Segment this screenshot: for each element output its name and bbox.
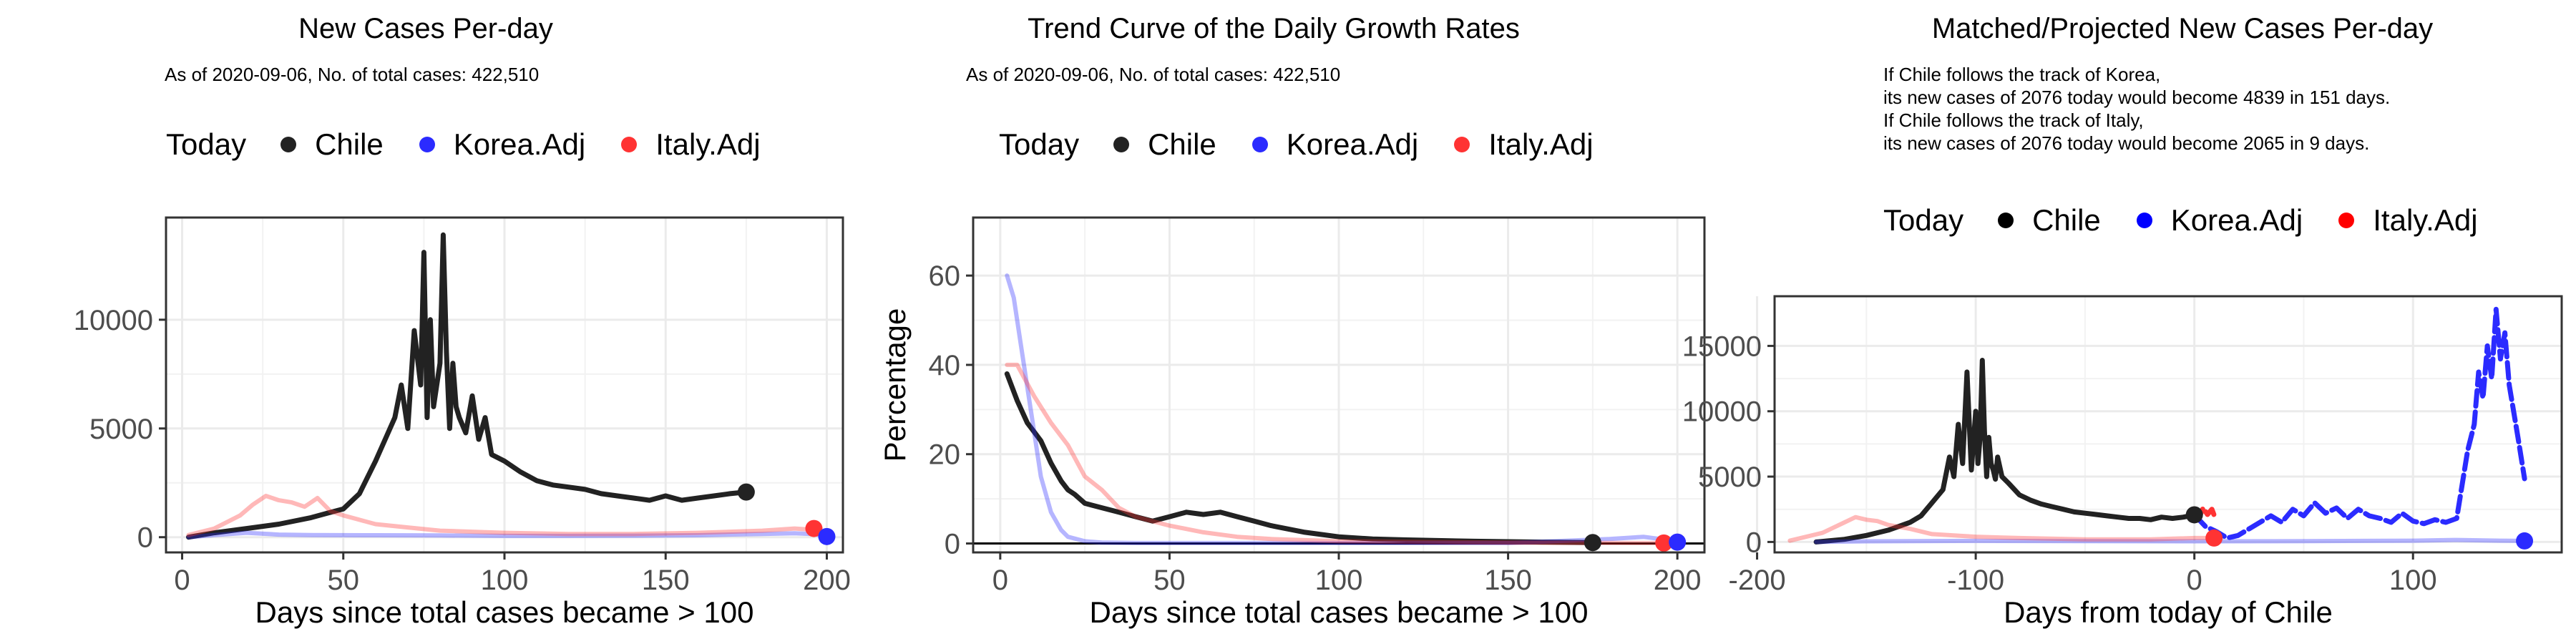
y-axis-label: Percentage: [878, 308, 912, 462]
legend-title: Today: [1883, 203, 1964, 237]
x-tick-label: 150: [1484, 565, 1532, 596]
legend-dot-chile: [1113, 137, 1130, 152]
x-tick-label: 100: [481, 565, 529, 596]
plot-border: [1773, 295, 2563, 554]
legend-label-chile: Chile: [2032, 203, 2101, 237]
legend: Today Chile Korea.Adj Italy.Adj: [1883, 203, 2514, 238]
series-line-italy-adj: [1787, 514, 2217, 543]
panel-title: Trend Curve of the Daily Growth Rates: [1028, 13, 1520, 44]
today-point-italy-adj: [2205, 529, 2223, 547]
today-point-chile: [1584, 534, 1601, 552]
legend-label-italy: Italy.Adj: [1488, 127, 1594, 161]
legend-label-chile: Chile: [315, 127, 384, 161]
panel-subtitle-line-4: its new cases of 2076 today would become…: [1883, 132, 2370, 154]
legend-dot-korea: [419, 137, 435, 152]
legend-dot-chile: [1998, 213, 2014, 228]
panel-projected: Matched/Projected New Cases Per-day If C…: [1717, 0, 2576, 644]
series-line-italy-adj: [186, 494, 813, 537]
x-tick-label: 100: [2389, 565, 2437, 596]
panel-subtitle-line-3: If Chile follows the track of Italy,: [1883, 109, 2144, 131]
legend-dot-korea: [2136, 213, 2152, 228]
y-tick-label: 10000: [74, 305, 153, 336]
y-tick-label: 20: [929, 439, 961, 471]
panel-subtitle-line-1: If Chile follows the track of Korea,: [1883, 64, 2161, 85]
x-axis-label: Days from today of Chile: [2004, 595, 2333, 629]
today-point-korea-adj: [818, 527, 836, 545]
grid-major: [1756, 296, 2562, 552]
legend-dot-italy: [2338, 213, 2355, 228]
legend-dot-italy: [1454, 137, 1470, 152]
legend-title: Today: [166, 127, 247, 161]
x-tick-label: 50: [1153, 565, 1186, 596]
legend-dot-chile: [280, 137, 297, 152]
legend-title: Today: [999, 127, 1080, 161]
y-tick-label: 60: [929, 260, 961, 292]
today-point-chile: [2185, 506, 2203, 524]
grid-major: [166, 218, 843, 552]
today-point-korea-adj: [1669, 533, 1687, 551]
y-tick-label: 5000: [1698, 462, 1762, 493]
x-tick-label: 0: [2187, 565, 2202, 596]
panel-growth-rates: Trend Curve of the Daily Growth Rates As…: [859, 0, 1717, 644]
legend-dot-italy: [621, 137, 638, 152]
chart-panel-1: 0 50 100 150 200 0 5000 10000 Days since total c…: [74, 216, 851, 629]
x-tick-label: 50: [328, 565, 360, 596]
legend-dot-korea: [1252, 137, 1268, 152]
series-line-korea-adj: [186, 530, 829, 540]
legend-label-italy: Italy.Adj: [655, 127, 761, 161]
x-tick-label: 200: [803, 565, 851, 596]
panel-new-cases: New Cases Per-day As of 2020-09-06, No. …: [0, 0, 859, 644]
series-line-korea-adj: [1814, 537, 2527, 545]
y-tick-label: 0: [137, 522, 153, 554]
x-tick-label: -100: [1947, 565, 2004, 596]
today-point-italy-adj: [1655, 534, 1673, 552]
panel-title: Matched/Projected New Cases Per-day: [1931, 13, 2434, 44]
x-tick-label: 200: [1654, 565, 1702, 596]
x-tick-label: -200: [1729, 565, 1786, 596]
x-tick-label: 100: [1315, 565, 1363, 596]
x-tick-label: 0: [174, 565, 190, 596]
series-line-chile: [1004, 371, 1596, 545]
y-tick-label: 15000: [1682, 331, 1762, 362]
panel-subtitle-line-2: its new cases of 2076 today would become…: [1883, 87, 2391, 108]
y-tick-label: 0: [945, 529, 960, 560]
series-line-korea-adj-projected: [2192, 306, 2527, 541]
panel-subtitle: As of 2020-09-06, No. of total cases: 42…: [165, 64, 540, 85]
series-line-korea-adj: [1005, 273, 1680, 545]
series-line-chile: [1813, 358, 2197, 545]
chart-panel-2: 0 50 100 150 200 0 20 40 60 Days since total case…: [878, 216, 1706, 629]
panel-subtitle: As of 2020-09-06, No. of total cases: 42…: [966, 64, 1341, 85]
legend-label-chile: Chile: [1148, 127, 1216, 161]
x-axis-label: Days since total cases became > 100: [255, 595, 754, 629]
today-point-chile: [737, 483, 755, 501]
panel-title: New Cases Per-day: [298, 13, 553, 44]
y-tick-label: 40: [929, 350, 961, 381]
legend-label-korea: Korea.Adj: [1286, 127, 1419, 161]
legend: Today Chile Korea.Adj Italy.Adj: [999, 127, 1629, 162]
y-tick-label: 10000: [1682, 396, 1762, 428]
today-point-italy-adj: [805, 519, 823, 537]
today-point-korea-adj: [2516, 532, 2534, 550]
x-axis-label: Days since total cases became > 100: [1090, 595, 1589, 629]
legend-label-italy: Italy.Adj: [2373, 203, 2478, 237]
chart-panel-3: -200 -100 0 100 0 5000 10000 15000 Days from tod…: [1682, 295, 2563, 629]
legend-label-korea: Korea.Adj: [2170, 203, 2303, 237]
x-tick-label: 150: [642, 565, 690, 596]
legend: Today Chile Korea.Adj Italy.Adj: [166, 127, 796, 162]
series-line-italy-adj: [1005, 362, 1667, 545]
grid-minor: [1775, 296, 2562, 552]
series-line-chile: [186, 232, 749, 540]
legend-label-korea: Korea.Adj: [453, 127, 586, 161]
x-tick-label: 0: [992, 565, 1008, 596]
y-tick-label: 0: [1746, 527, 1762, 558]
y-tick-label: 5000: [89, 414, 153, 445]
